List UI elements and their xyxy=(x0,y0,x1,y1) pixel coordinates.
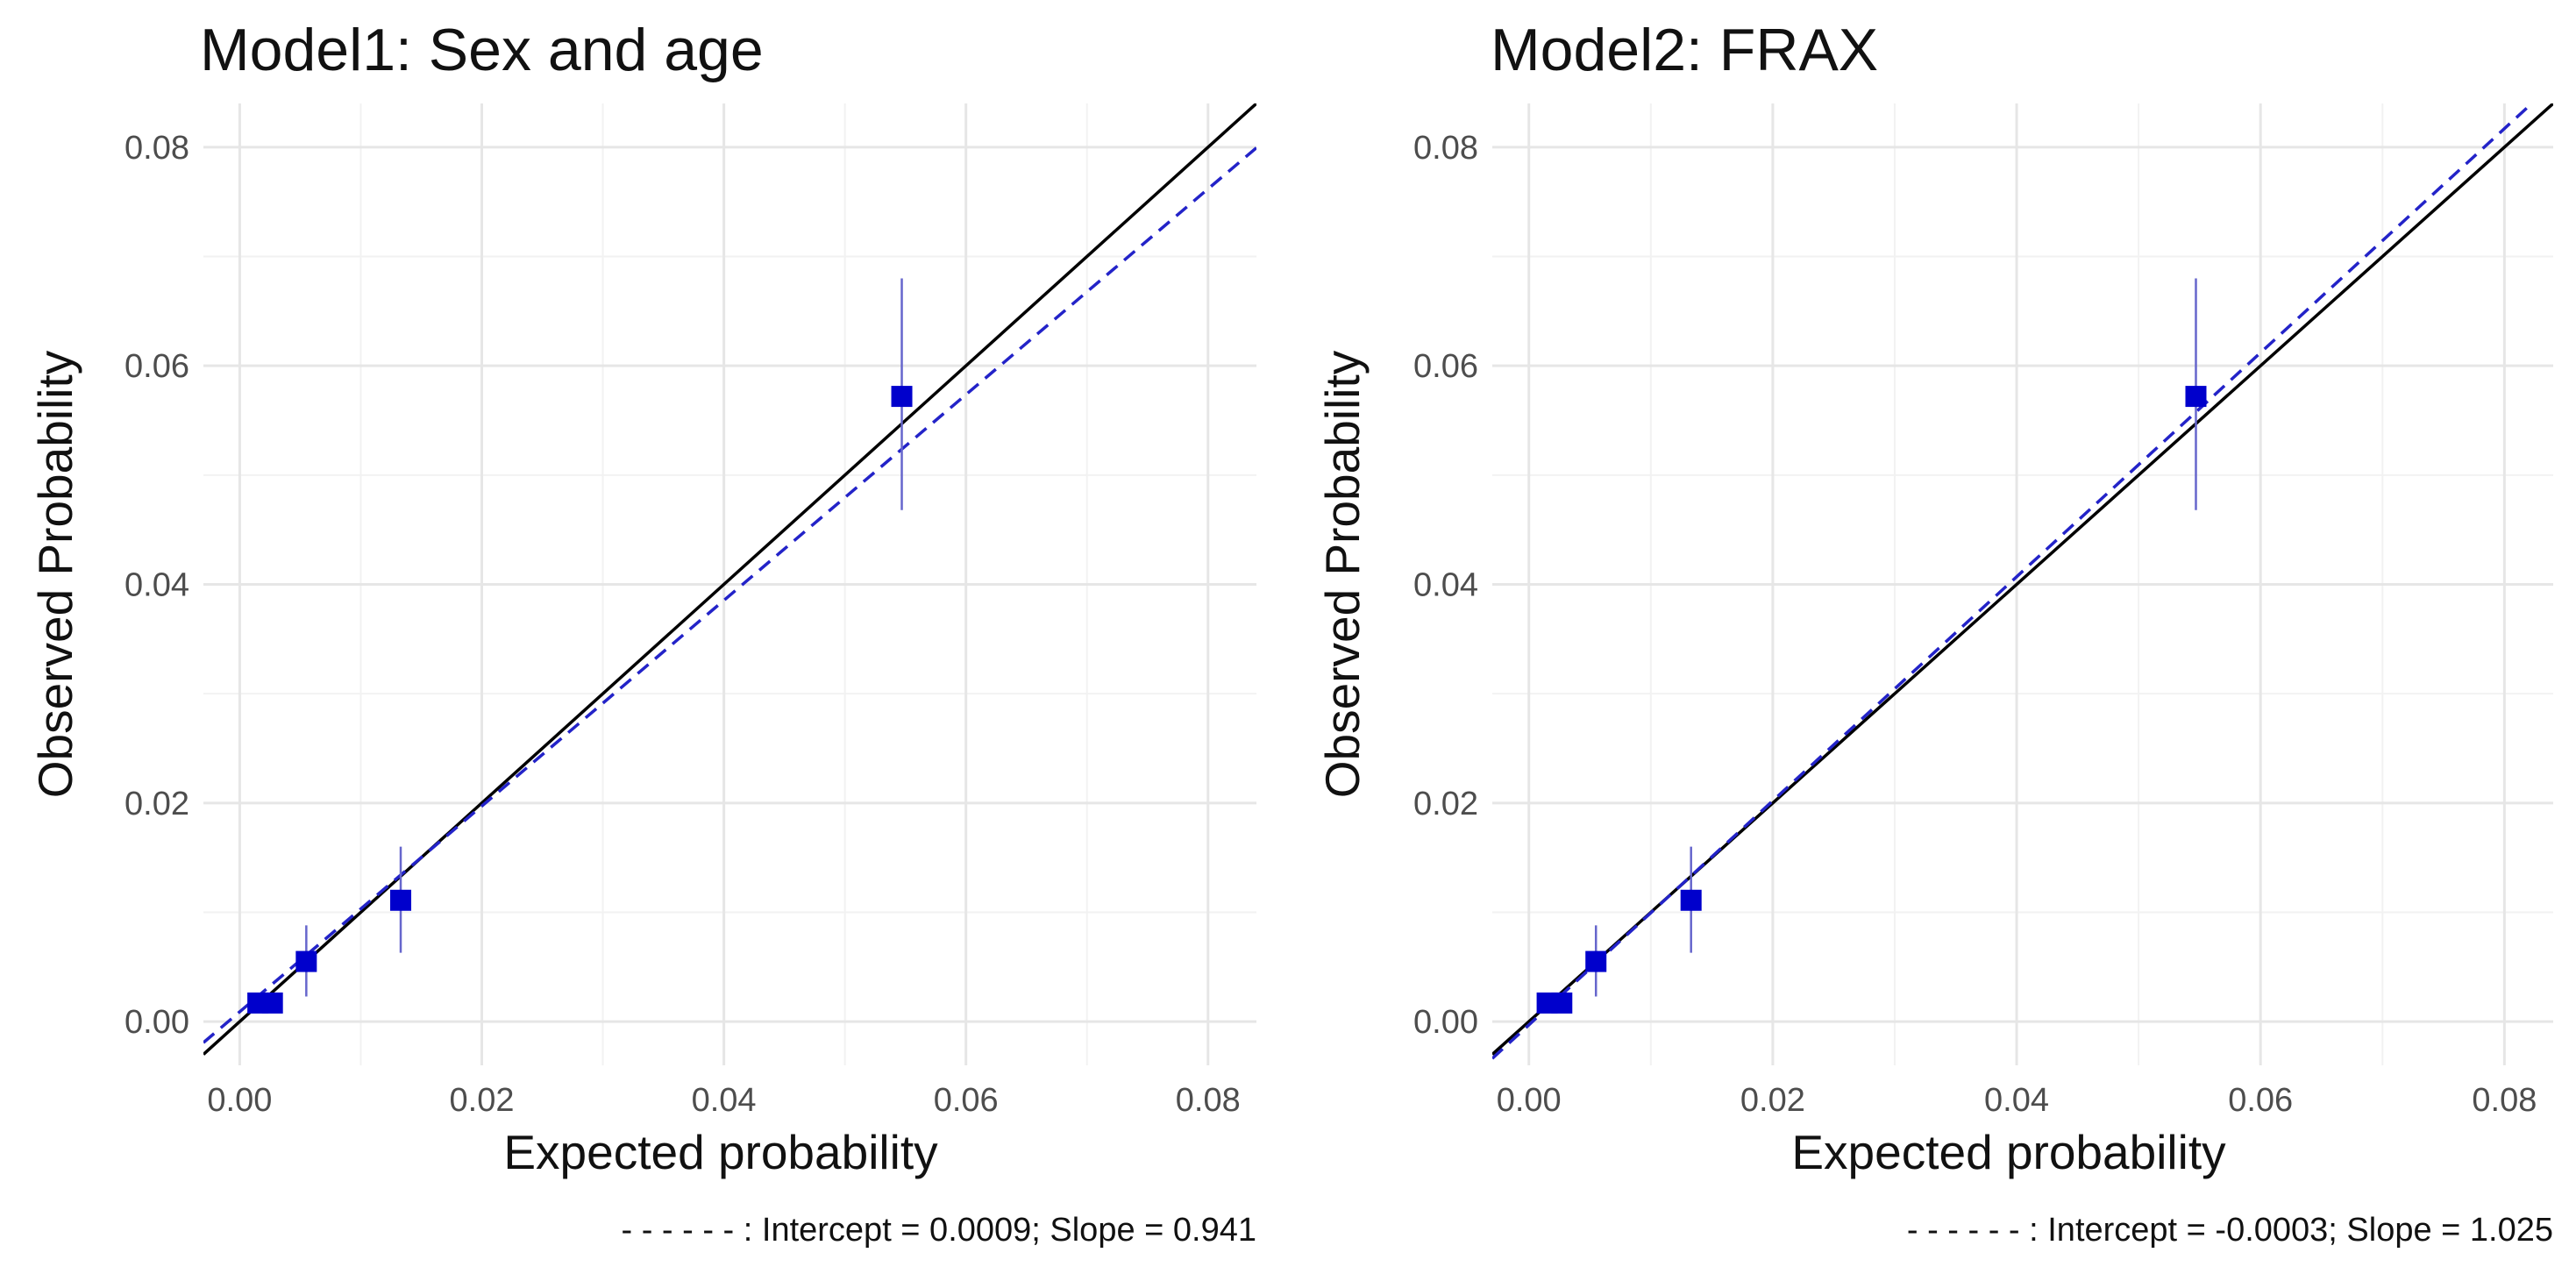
x-tick-label: 0.06 xyxy=(934,1082,999,1119)
x-tick-label: 0.08 xyxy=(2472,1082,2537,1119)
lines-layer xyxy=(1492,103,2553,1060)
x-axis-label: Expected probability xyxy=(1791,1125,2226,1179)
legend-text: - - - - - - : Intercept = 0.0009; Slope … xyxy=(622,1212,1257,1249)
x-axis-label: Expected probability xyxy=(503,1125,938,1179)
tick-labels: 0.00 0.02 0.04 0.06 0.08 0.00 0.02 0.04 0.06 0.08 xyxy=(1413,130,2537,1119)
x-tick-label: 0.08 xyxy=(1176,1082,1241,1119)
panel-model2: Model2: FRAX 0.00 0.02 0.04 0.06 0.080.000.0… xyxy=(1315,17,2553,1249)
y-tick-label: 0.04 xyxy=(1413,567,1478,604)
fit-line xyxy=(203,146,1256,1044)
legend-text: - - - - - - : Intercept = -0.0003; Slope… xyxy=(1907,1212,2553,1249)
data-point xyxy=(2185,386,2207,408)
x-tick-label: 0.00 xyxy=(207,1082,272,1119)
y-axis-label: Observed Probability xyxy=(28,350,82,798)
y-tick-label: 0.08 xyxy=(1413,130,1478,167)
fit-line xyxy=(1492,103,2535,1060)
data-point xyxy=(390,889,412,911)
y-tick-label: 0.08 xyxy=(125,130,189,167)
points-layer xyxy=(247,278,913,1014)
data-point xyxy=(891,386,913,408)
reference-line xyxy=(203,103,1256,1056)
grid-layer xyxy=(203,103,1256,1065)
chart-title: Model1: Sex and age xyxy=(200,17,764,83)
data-point xyxy=(1680,889,1702,911)
x-tick-label: 0.04 xyxy=(1984,1082,2049,1119)
points-layer xyxy=(1536,278,2207,1014)
x-tick-label: 0.06 xyxy=(2228,1082,2293,1119)
y-tick-label: 0.02 xyxy=(1413,786,1478,822)
x-tick-label: 0.02 xyxy=(1740,1082,1805,1119)
chart-title: Model2: FRAX xyxy=(1491,17,1878,83)
clipped-lines xyxy=(203,103,1256,1056)
grid-layer xyxy=(1492,103,2553,1065)
y-tick-label: 0.02 xyxy=(125,786,189,822)
tick-labels: 0.00 0.02 0.04 0.06 0.08 0.00 0.02 0.04 0.06 0.08 xyxy=(125,130,1241,1119)
y-tick-label: 0.00 xyxy=(1413,1004,1478,1041)
clipped-lines xyxy=(1492,103,2553,1060)
data-point xyxy=(1551,992,1573,1014)
y-tick-label: 0.04 xyxy=(125,567,189,604)
y-tick-label: 0.00 xyxy=(125,1004,189,1041)
y-tick-label: 0.06 xyxy=(1413,348,1478,385)
data-point xyxy=(295,950,317,972)
lines-layer xyxy=(203,103,1256,1056)
x-tick-label: 0.00 xyxy=(1497,1082,1562,1119)
y-axis-label: Observed Probability xyxy=(1315,350,1370,798)
data-point xyxy=(261,992,283,1014)
x-tick-label: 0.04 xyxy=(692,1082,757,1119)
x-tick-label: 0.02 xyxy=(450,1082,515,1119)
panel-model1: Model1: Sex and age 0.00 0.02 0.04 0.06 0.08… xyxy=(28,17,1256,1249)
data-point xyxy=(1585,950,1607,972)
y-tick-label: 0.06 xyxy=(125,348,189,385)
